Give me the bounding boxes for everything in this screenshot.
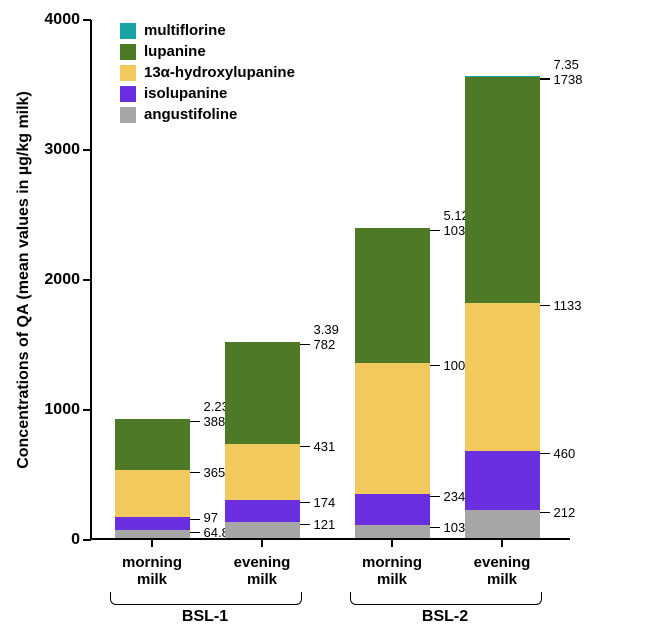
y-tick-label: 1000: [44, 401, 92, 419]
legend: multiflorine lupanine 13α-hydroxylupanine i…: [120, 22, 295, 127]
value-label: 121: [314, 517, 336, 532]
segment-13α-hydroxylupanine: [355, 363, 430, 494]
segment-isolupanine: [225, 500, 300, 523]
group-label: BSL-2: [422, 608, 468, 626]
bar-bsl1-morning: [115, 419, 190, 538]
value-label: 1133: [554, 298, 582, 313]
legend-text: multiflorine: [144, 22, 226, 39]
legend-swatch: [120, 65, 136, 81]
segment-lupanine: [115, 419, 190, 469]
value-label: 97: [204, 510, 218, 525]
value-label: 7.35: [554, 57, 579, 72]
group-label: BSL-1: [182, 608, 228, 626]
x-tick: [151, 539, 153, 547]
group-brace: [350, 592, 542, 605]
y-tick-label: 4000: [44, 11, 92, 29]
legend-text: lupanine: [144, 43, 206, 60]
y-axis-title: Concentrations of QA (mean values in µg/…: [15, 91, 33, 469]
value-tick: [540, 79, 550, 80]
segment-isolupanine: [355, 494, 430, 524]
legend-item: 13α-hydroxylupanine: [120, 64, 295, 81]
legend-text: angustifoline: [144, 106, 237, 123]
value-tick: [540, 453, 550, 454]
y-tick-label: 0: [71, 531, 92, 549]
value-tick: [430, 230, 440, 231]
segment-angustifoline: [225, 522, 300, 538]
x-tick-label: morningmilk: [362, 554, 422, 589]
bar-bsl1-evening: [225, 342, 300, 538]
value-label: 388: [204, 414, 226, 429]
value-tick: [430, 527, 440, 528]
legend-item: lupanine: [120, 43, 295, 60]
legend-swatch: [120, 23, 136, 39]
value-tick: [190, 519, 200, 520]
value-label: 782: [314, 337, 336, 352]
legend-swatch: [120, 86, 136, 102]
value-label: 174: [314, 495, 336, 510]
segment-lupanine: [225, 342, 300, 444]
value-tick: [430, 365, 440, 366]
segment-13α-hydroxylupanine: [465, 303, 540, 450]
legend-item: angustifoline: [120, 106, 295, 123]
group-brace: [110, 592, 302, 605]
value-tick: [190, 421, 200, 422]
value-label: 234: [444, 489, 466, 504]
segment-lupanine: [465, 77, 540, 303]
value-tick: [540, 512, 550, 513]
segment-isolupanine: [465, 451, 540, 511]
value-tick: [190, 472, 200, 473]
value-tick: [430, 496, 440, 497]
bar-bsl2-evening: [465, 76, 540, 538]
segment-13α-hydroxylupanine: [115, 470, 190, 517]
value-tick: [300, 344, 310, 345]
legend-text: 13α-hydroxylupanine: [144, 64, 295, 81]
value-tick: [300, 446, 310, 447]
value-tick: [190, 532, 200, 533]
value-tick: [300, 502, 310, 503]
segment-isolupanine: [115, 517, 190, 530]
x-tick-label: morningmilk: [122, 554, 182, 589]
x-tick: [501, 539, 503, 547]
segment-angustifoline: [115, 530, 190, 538]
segment-13α-hydroxylupanine: [225, 444, 300, 500]
segment-angustifoline: [355, 525, 430, 538]
value-label: 212: [554, 505, 576, 520]
value-label: 460: [554, 446, 576, 461]
value-label: 103: [444, 520, 466, 535]
segment-angustifoline: [465, 510, 540, 538]
x-tick-label: eveningmilk: [234, 554, 291, 589]
x-tick: [391, 539, 393, 547]
x-tick-label: eveningmilk: [474, 554, 531, 589]
value-tick: [300, 524, 310, 525]
value-tick: [540, 78, 550, 79]
legend-swatch: [120, 44, 136, 60]
stacked-bar-chart: Concentrations of QA (mean values in µg/…: [0, 0, 661, 636]
value-label: 431: [314, 439, 336, 454]
value-label: 365: [204, 465, 226, 480]
bar-bsl2-morning: [355, 228, 430, 538]
y-tick-label: 3000: [44, 141, 92, 159]
legend-text: isolupanine: [144, 85, 227, 102]
value-tick: [540, 305, 550, 306]
value-label: 3.39: [314, 322, 339, 337]
value-label: 1738: [554, 72, 583, 87]
y-tick-label: 2000: [44, 271, 92, 289]
legend-item: isolupanine: [120, 85, 295, 102]
segment-lupanine: [355, 228, 430, 363]
legend-swatch: [120, 107, 136, 123]
legend-item: multiflorine: [120, 22, 295, 39]
x-tick: [261, 539, 263, 547]
